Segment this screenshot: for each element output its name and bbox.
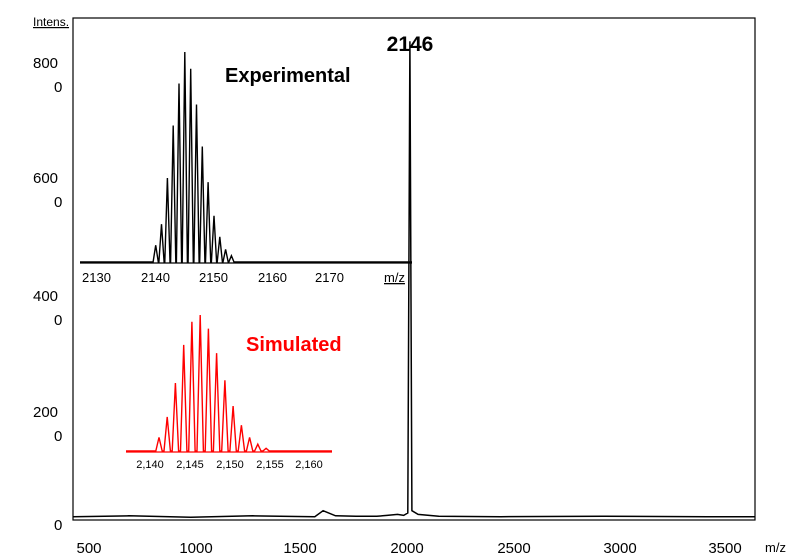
y-tick-label: 600 <box>33 170 58 187</box>
y-tick-label: 0 <box>54 194 62 211</box>
experimental-isotope-pattern <box>80 51 412 263</box>
y-tick-label: 0 <box>54 517 62 534</box>
simulated-x-tick-label: 2,145 <box>176 459 204 471</box>
simulated-x-tick-label: 2,140 <box>136 459 164 471</box>
y-tick-label: 400 <box>33 288 58 305</box>
y-tick-label: 0 <box>54 428 62 445</box>
experimental-x-tick-label: 2160 <box>258 270 287 285</box>
x-tick-label: 500 <box>76 540 101 556</box>
y-tick-label: 800 <box>33 55 58 72</box>
peak-label-2146: 2146 <box>387 33 434 56</box>
experimental-title: Experimental <box>225 65 351 87</box>
simulated-isotope-pattern <box>126 314 332 452</box>
x-tick-label: 2000 <box>390 540 423 556</box>
experimental-x-tick-label: 2170 <box>315 270 344 285</box>
x-tick-label: 1000 <box>179 540 212 556</box>
main-plot-frame <box>72 17 756 521</box>
x-tick-label: 1500 <box>283 540 316 556</box>
main-y-ticks: 800 0 600 0 400 0 200 0 0 <box>33 55 62 534</box>
inset-experimental: Experimental 2130 2140 2150 2160 2170 m/… <box>80 51 412 285</box>
x-tick-label: 3000 <box>603 540 636 556</box>
main-x-ticks: 500 1000 1500 2000 2500 3000 3500 <box>76 540 741 556</box>
simulated-x-tick-label: 2,160 <box>295 459 323 471</box>
x-tick-label: 3500 <box>708 540 741 556</box>
experimental-x-tick-label: 2140 <box>141 270 170 285</box>
experimental-x-axis-label: m/z <box>384 270 405 285</box>
experimental-x-tick-label: 2150 <box>199 270 228 285</box>
y-tick-label: 0 <box>54 79 62 96</box>
inset-simulated: Simulated 2,140 2,145 2,150 2,155 2,160 <box>126 314 342 471</box>
simulated-x-tick-label: 2,155 <box>256 459 284 471</box>
y-tick-label: 0 <box>54 312 62 329</box>
x-tick-label: 2500 <box>497 540 530 556</box>
experimental-x-tick-label: 2130 <box>82 270 111 285</box>
simulated-x-tick-label: 2,150 <box>216 459 244 471</box>
x-axis-label: m/z <box>765 540 786 555</box>
simulated-title: Simulated <box>246 334 342 356</box>
main-spectrum-line <box>72 41 755 518</box>
y-tick-label: 200 <box>33 404 58 421</box>
y-axis-label: Intens. <box>33 15 69 29</box>
